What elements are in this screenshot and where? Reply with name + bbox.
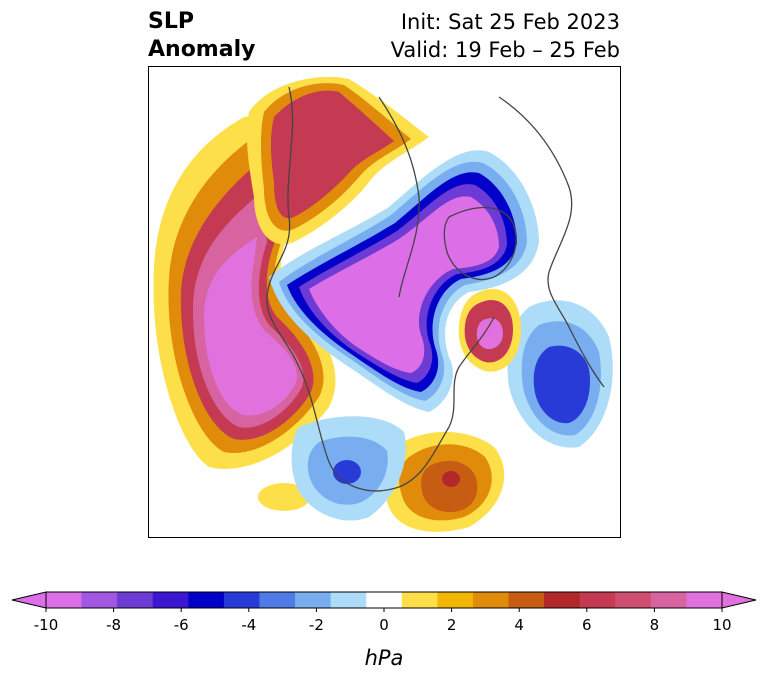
colorbar: -10 -8 -6 -4 -2 0 2 4 6 8 10 <box>11 591 757 634</box>
colorbar-segment <box>366 592 403 608</box>
coastlines <box>266 86 605 492</box>
negative-anomaly-atlantic <box>507 300 613 448</box>
valid-info: Init: Sat 25 Feb 2023 Valid: 19 Feb – 25… <box>391 8 620 64</box>
colorbar-segment <box>472 592 510 608</box>
colorbar-segment <box>188 592 225 608</box>
anomaly-map <box>148 66 621 538</box>
colorbar-over-arrow <box>722 592 756 608</box>
init-date: Init: Sat 25 Feb 2023 <box>400 10 620 34</box>
valid-range: Valid: 19 Feb – 25 Feb <box>390 38 620 62</box>
positive-anomaly-atlantic-coast <box>381 431 505 532</box>
title-line-2: Anomaly <box>148 37 256 62</box>
colorbar-segment <box>579 592 616 608</box>
map-canvas <box>153 76 613 532</box>
colorbar-segment <box>223 592 260 608</box>
colorbar-tick-label: -10 <box>34 616 59 634</box>
colorbar-segment <box>330 592 367 608</box>
colorbar-unit: hPa <box>364 646 404 670</box>
colorbar-segment <box>437 592 474 608</box>
colorbar-segment <box>117 592 154 608</box>
colorbar-segment <box>401 592 438 608</box>
colorbar-segment <box>152 592 189 608</box>
colorbar-tick-label: 4 <box>514 616 524 634</box>
colorbar-segment <box>81 592 118 608</box>
colorbar-tick-label: 6 <box>582 616 592 634</box>
title-line-1: SLP <box>148 9 194 34</box>
colorbar-tick-label: -4 <box>241 616 256 634</box>
colorbar-segment <box>259 592 296 608</box>
colorbar-segment <box>544 592 581 608</box>
colorbar-tick-label: 2 <box>447 616 457 634</box>
colorbar-under-arrow <box>12 592 46 608</box>
negative-anomaly-us <box>291 416 406 521</box>
colorbar-tick-label: 8 <box>650 616 660 634</box>
colorbar-tick-label: -6 <box>174 616 189 634</box>
colorbar-segment <box>615 592 652 608</box>
colorbar-tick-label: 0 <box>379 616 389 634</box>
colorbar-segment <box>295 592 332 608</box>
colorbar-segment <box>508 592 545 608</box>
positive-anomaly-europe <box>458 288 521 372</box>
colorbar-tick-label: -2 <box>309 616 324 634</box>
colorbar-segment <box>46 592 83 608</box>
colorbar-segment <box>686 592 723 608</box>
colorbar-tick-label: -8 <box>106 616 121 634</box>
colorbar-segment <box>650 592 687 608</box>
positive-anomaly-small <box>258 483 310 511</box>
map-title: SLP Anomaly <box>148 8 255 64</box>
colorbar-tick-label: 10 <box>712 616 731 634</box>
